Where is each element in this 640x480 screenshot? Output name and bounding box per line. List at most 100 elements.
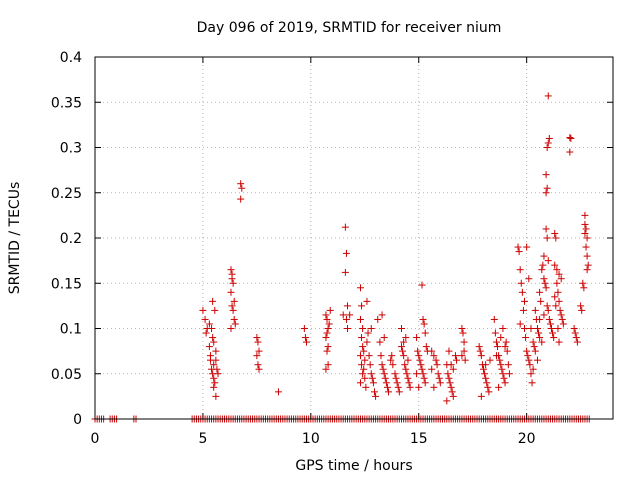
data-point [389,361,397,369]
data-point [359,325,367,332]
x-tick-label: 0 [91,431,100,447]
data-point [356,352,364,360]
data-point [341,268,349,276]
data-point [420,374,428,382]
data-point [540,311,548,319]
data-point [485,388,493,396]
data-point [557,275,565,283]
data-point [415,383,423,391]
data-point [359,370,367,378]
data-point [365,352,373,360]
data-point [449,365,457,373]
data-point [545,315,553,323]
data-point [477,352,485,360]
data-point [544,92,552,100]
data-point [208,325,216,332]
data-point [205,320,213,328]
data-point [381,374,389,382]
data-point [505,370,513,378]
data-point [380,334,388,342]
data-points [91,92,593,423]
data-point [461,356,469,364]
data-point [579,279,587,287]
data-point [228,270,236,278]
data-point [498,365,506,373]
data-point [301,334,309,342]
data-point [444,370,452,378]
data-point [491,329,499,337]
data-point [555,270,563,278]
data-point [538,338,546,346]
data-point [361,374,369,382]
data-point [581,229,589,237]
data-point [380,370,388,378]
data-point [255,365,263,373]
data-point [356,315,364,323]
data-point [323,315,331,323]
data-point [430,352,438,360]
data-point [342,315,350,323]
data-point [237,195,245,203]
data-point [476,347,484,355]
data-point [460,347,468,355]
data-point [581,211,589,219]
data-point [201,315,209,323]
x-tick-label: 5 [198,431,207,447]
data-point [582,243,590,251]
data-point [342,249,350,257]
data-point [395,388,403,396]
data-point [551,261,559,269]
data-point [540,252,548,260]
grid-lines [95,57,613,419]
data-point [230,315,238,323]
data-point [323,347,331,355]
data-point [255,347,263,355]
data-point [399,347,407,355]
data-point [406,383,414,391]
data-point [555,338,563,346]
data-point [545,134,553,142]
data-point [482,361,490,369]
data-point [524,352,532,360]
data-point [359,343,367,351]
y-tick-label: 0.3 [60,141,82,157]
data-point [578,306,586,314]
x-tick-label: 15 [410,431,428,447]
data-point [322,334,330,342]
data-point [230,297,238,305]
data-point [418,281,426,289]
data-point [413,334,421,342]
data-point [376,338,384,346]
data-point [369,379,377,387]
data-point [363,297,371,305]
data-point [492,338,500,346]
data-point [483,379,491,387]
data-point [446,379,454,387]
data-point [360,365,368,373]
y-tick-label: 0.35 [51,95,82,111]
data-point [541,279,549,287]
data-point [372,392,380,400]
y-tick-labels: 0 0.05 0.1 0.15 0.2 0.25 0.3 0.35 0.4 [51,50,82,428]
data-point [530,343,538,351]
data-point [391,370,399,378]
axis-ticks [94,56,613,420]
data-point [371,388,379,396]
data-point [364,329,372,337]
data-point [420,320,428,328]
data-point [382,379,390,387]
data-point [356,284,364,292]
data-point [416,356,424,364]
data-point [551,229,559,237]
data-point [566,148,574,156]
data-point [536,334,544,342]
data-point [231,320,239,328]
data-point [358,334,366,342]
data-point [528,379,536,387]
data-point [214,370,222,378]
data-point [529,365,537,373]
data-point [210,338,218,346]
data-point [421,379,429,387]
data-point [392,374,400,382]
data-point [434,370,442,378]
